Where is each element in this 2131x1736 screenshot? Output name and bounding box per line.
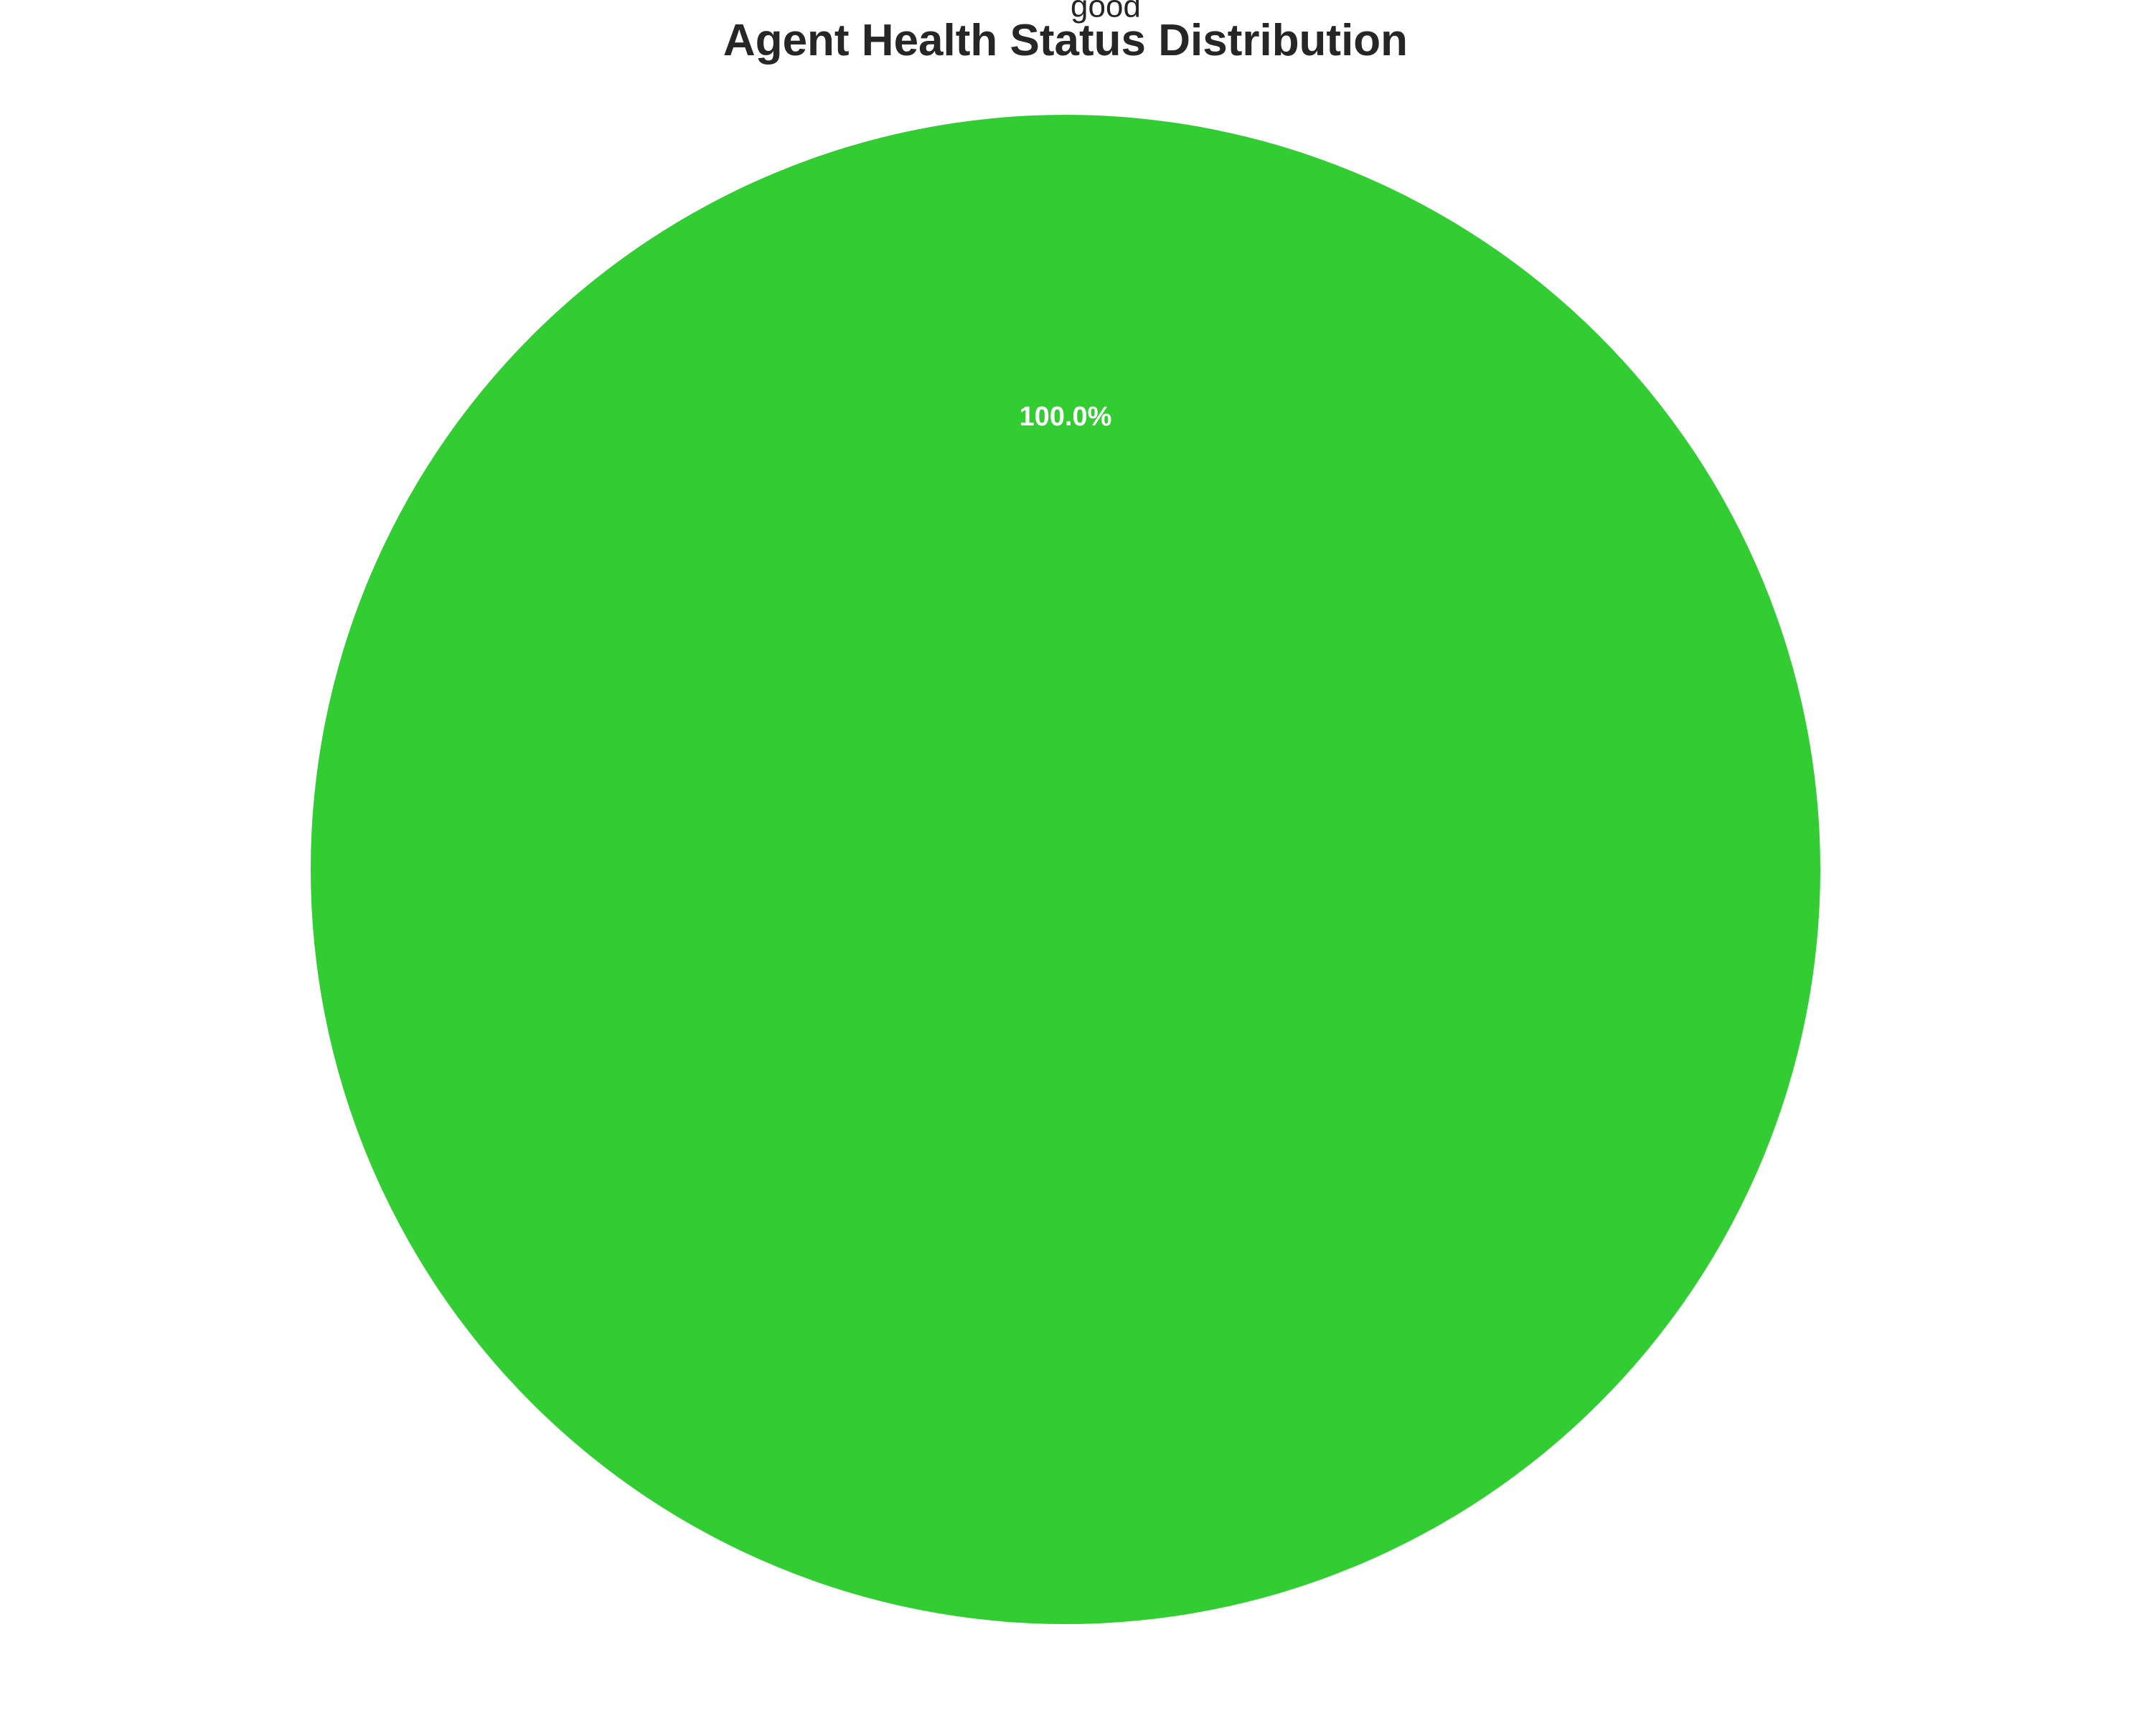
chart-title: Agent Health Status Distribution: [723, 16, 1408, 65]
pie-slices: [311, 115, 1820, 1624]
pie-slice-good: [311, 115, 1820, 1624]
pie-percent-label: 100.0%: [1020, 402, 1112, 432]
pie-labels: 100.0% good: [1020, 0, 1141, 432]
pie-category-label: good: [1071, 0, 1141, 24]
